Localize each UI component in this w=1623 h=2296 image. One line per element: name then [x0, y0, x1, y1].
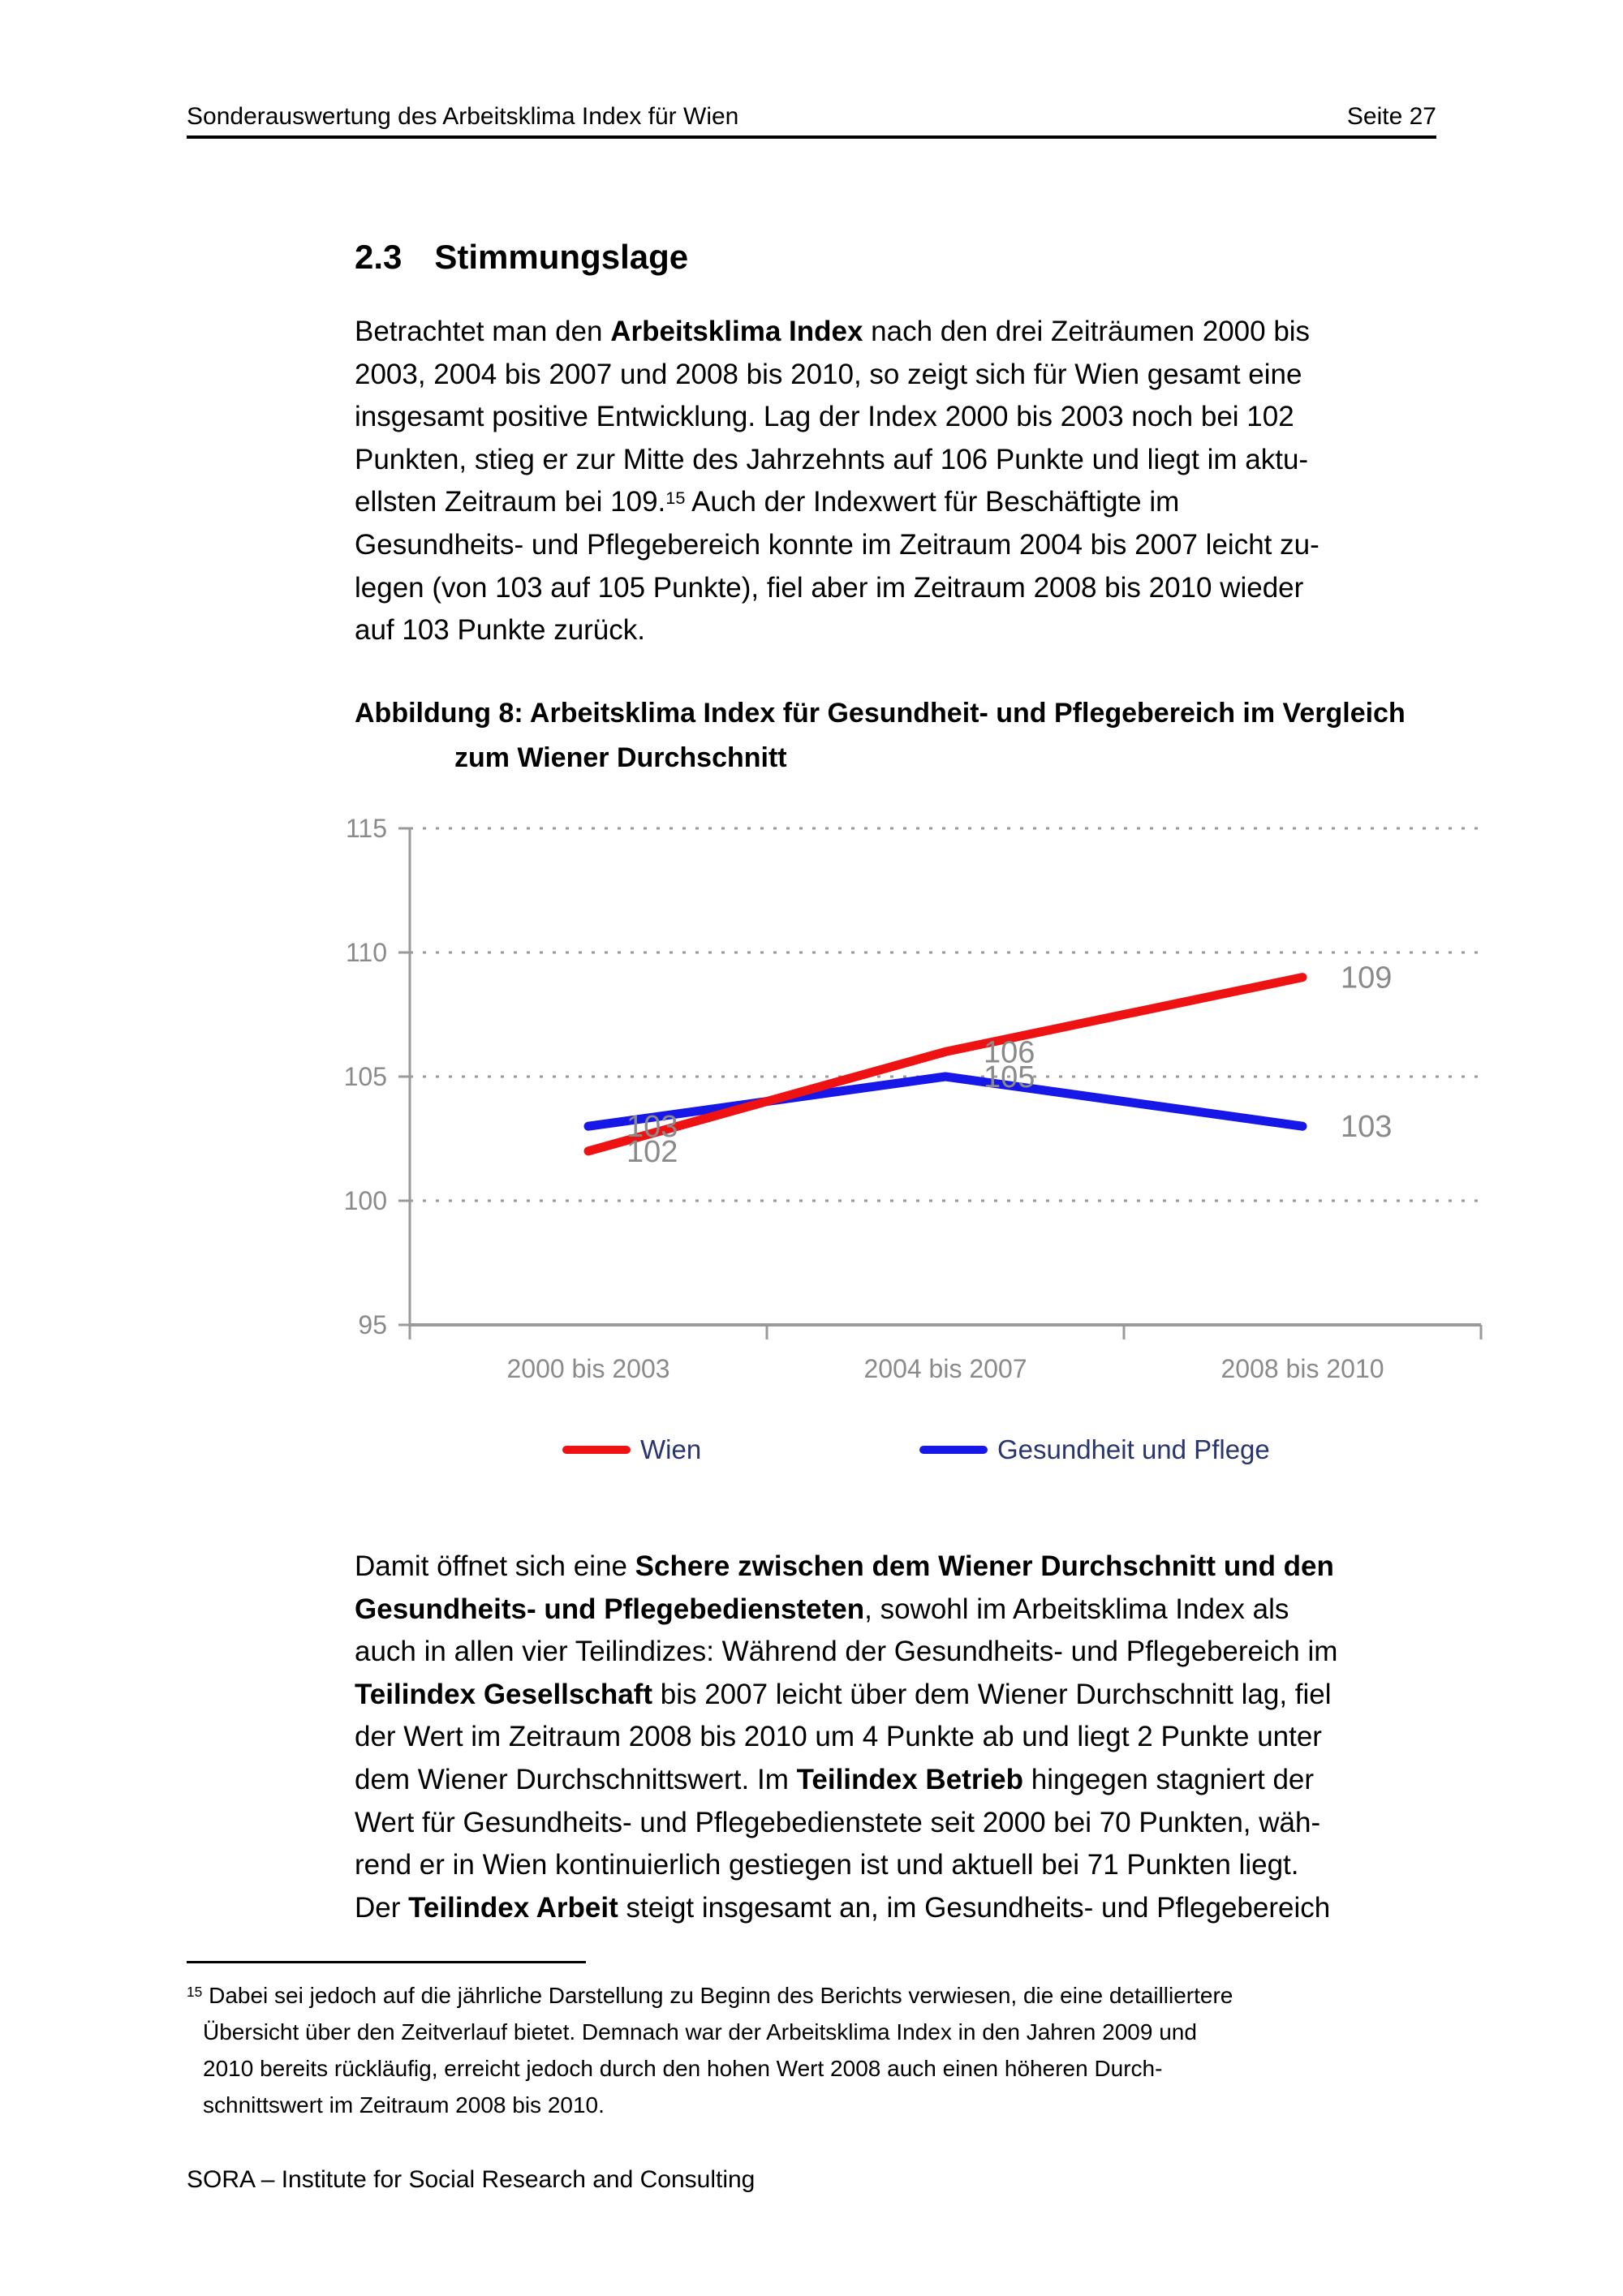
value-label: 105	[984, 1060, 1035, 1094]
text-run: Punkten, stieg er zur Mitte des Jahrzehn…	[355, 443, 1309, 475]
header-rule	[187, 135, 1436, 139]
text-run: schnittswert im Zeitraum 2008 bis 2010.	[203, 2092, 605, 2118]
text-run: Übersicht über den Zeitverlauf bietet. D…	[203, 2019, 1197, 2044]
footnote-rule	[187, 1961, 586, 1963]
text-run: 2010 bereits rückläufig, erreicht jedoch…	[203, 2056, 1163, 2081]
legend-item-wien: Wien	[562, 1432, 701, 1468]
line-chart: 95 100 105 110 115 2000 bis 2003 2004 bis 2007…	[308, 795, 1526, 1404]
text-line: ellsten Zeitraum bei 109.15 Auch der Ind…	[355, 481, 1507, 524]
text-line: insgesamt positive Entwicklung. Lag der …	[355, 396, 1507, 439]
legend-swatch-wien	[562, 1446, 631, 1454]
text-run: Teilindex Gesellschaft	[355, 1678, 652, 1710]
text-line: Damit öffnet sich eine Schere zwischen d…	[355, 1546, 1507, 1589]
text-line: Betrachtet man den Arbeitsklima Index na…	[355, 311, 1507, 354]
text-run: legen (von 103 auf 105 Punkte), fiel abe…	[355, 571, 1304, 604]
value-label: 103	[1341, 1110, 1392, 1144]
x-category-label: 2008 bis 2010	[1220, 1354, 1384, 1383]
text-line: dem Wiener Durchschnittswert. Im Teilind…	[355, 1759, 1507, 1802]
value-label: 103	[626, 1110, 678, 1144]
text-run: der Wert im Zeitraum 2008 bis 2010 um 4 …	[355, 1721, 1322, 1753]
series-line-gesundheit-und-pflege	[583, 1072, 1307, 1131]
text-line: Gesundheits- und Pflegebediensteten, sow…	[355, 1589, 1507, 1632]
text-line: 2003, 2004 bis 2007 und 2008 bis 2010, s…	[355, 354, 1507, 397]
legend-item-gesundheit: Gesundheit und Pflege	[919, 1432, 1270, 1468]
text-run: Teilindex Arbeit	[408, 1891, 618, 1924]
text-run: Damit öffnet sich eine	[355, 1550, 635, 1582]
text-line: Der Teilindex Arbeit steigt insgesamt an…	[355, 1887, 1507, 1930]
y-tick-label: 105	[344, 1062, 387, 1091]
text-line: Punkten, stieg er zur Mitte des Jahrzehn…	[355, 439, 1507, 482]
text-run: Betrachtet man den	[355, 316, 611, 347]
text-run: bis 2007 leicht über dem Wiener Durchsch…	[652, 1678, 1332, 1710]
superscript: 15	[665, 487, 686, 508]
text-run: Auch der Indexwert für Beschäftigte im	[685, 486, 1180, 518]
chart-svg: 95 100 105 110 115 2000 bis 2003 2004 bis 2007…	[344, 814, 1483, 1383]
series-line-wien	[583, 973, 1307, 1156]
text-run: ellsten Zeitraum bei 109.	[355, 486, 666, 518]
text-line: Teilindex Gesellschaft bis 2007 leicht ü…	[355, 1674, 1507, 1717]
value-label: 102	[626, 1135, 678, 1169]
text-run: auch in allen vier Teilindizes: Während …	[355, 1636, 1338, 1668]
x-category-label: 2004 bis 2007	[863, 1354, 1027, 1383]
text-run: steigt insgesamt an, im Gesundheits- und…	[618, 1891, 1331, 1924]
text-line: 15 Dabei sei jedoch auf die jährliche Da…	[187, 1977, 1485, 2014]
footer-text: SORA – Institute for Social Research and…	[187, 2166, 756, 2193]
value-label: 106	[984, 1035, 1035, 1069]
y-tick-label: 115	[346, 814, 387, 843]
superscript: 15	[187, 1984, 203, 2001]
text-run: Der	[355, 1891, 409, 1924]
section-heading: 2.3 Stimmungslage	[355, 238, 688, 277]
text-run: Schere zwischen dem Wiener Durchschnitt …	[635, 1550, 1334, 1582]
text-line: rend er in Wien kontinuierlich gestiegen…	[355, 1844, 1507, 1887]
text-run: hingegen stagniert der	[1023, 1763, 1315, 1795]
header-title: Sonderauswertung des Arbeitsklima Index …	[187, 103, 739, 130]
figure-caption-line2: zum Wiener Durchschnitt	[454, 742, 787, 773]
text-run: 2003, 2004 bis 2007 und 2008 bis 2010, s…	[355, 358, 1302, 390]
y-tick-label: 100	[344, 1186, 387, 1215]
text-run: auf 103 Punkte zurück.	[355, 614, 645, 647]
text-line: 2010 bereits rückläufig, erreicht jedoch…	[187, 2050, 1485, 2087]
paragraph-intro: Betrachtet man den Arbeitsklima Index na…	[355, 311, 1507, 652]
y-tick-label: 95	[358, 1310, 387, 1339]
paragraph-analysis: Damit öffnet sich eine Schere zwischen d…	[355, 1546, 1507, 1929]
text-run: dem Wiener Durchschnittswert. Im	[355, 1763, 797, 1795]
text-line: auf 103 Punkte zurück.	[355, 609, 1507, 652]
text-run: rend er in Wien kontinuierlich gestiegen…	[355, 1849, 1299, 1881]
figure-caption: Abbildung 8: Arbeitsklima Index für Gesu…	[355, 691, 1406, 780]
figure-caption-line1: Abbildung 8: Arbeitsklima Index für Gesu…	[355, 698, 1406, 729]
text-line: der Wert im Zeitraum 2008 bis 2010 um 4 …	[355, 1716, 1507, 1759]
x-category-label: 2000 bis 2003	[506, 1354, 669, 1383]
section-number: 2.3	[355, 238, 403, 276]
value-label: 109	[1341, 961, 1392, 995]
legend-label-gesundheit: Gesundheit und Pflege	[997, 1434, 1270, 1464]
text-line: auch in allen vier Teilindizes: Während …	[355, 1631, 1507, 1674]
text-line: legen (von 103 auf 105 Punkte), fiel abe…	[355, 567, 1507, 610]
text-run: Arbeitsklima Index	[610, 316, 863, 347]
text-run: Gesundheits- und Pflegebediensteten	[355, 1593, 865, 1625]
y-tick-label: 110	[346, 938, 387, 967]
text-run: nach den drei Zeiträumen 2000 bis	[863, 316, 1311, 347]
text-line: schnittswert im Zeitraum 2008 bis 2010.	[187, 2087, 1485, 2123]
text-run: Gesundheits- und Pflegebereich konnte im…	[355, 528, 1319, 561]
section-title: Stimmungslage	[434, 238, 689, 276]
header-page-number: Seite 27	[1346, 103, 1436, 130]
footnote: 15 Dabei sei jedoch auf die jährliche Da…	[187, 1977, 1485, 2123]
text-run: Dabei sei jedoch auf die jährliche Darst…	[202, 1983, 1233, 2008]
text-run: Teilindex Betrieb	[796, 1763, 1024, 1795]
legend-label-wien: Wien	[640, 1434, 702, 1464]
text-run: Wert für Gesundheits- und Pflegebedienst…	[355, 1806, 1321, 1838]
legend-swatch-gesundheit	[919, 1446, 988, 1454]
text-line: Wert für Gesundheits- und Pflegebedienst…	[355, 1802, 1507, 1845]
text-run: , sowohl im Arbeitsklima Index als	[864, 1593, 1289, 1625]
text-run: insgesamt positive Entwicklung. Lag der …	[355, 401, 1294, 433]
text-line: Gesundheits- und Pflegebereich konnte im…	[355, 524, 1507, 567]
text-line: Übersicht über den Zeitverlauf bietet. D…	[187, 2014, 1485, 2050]
